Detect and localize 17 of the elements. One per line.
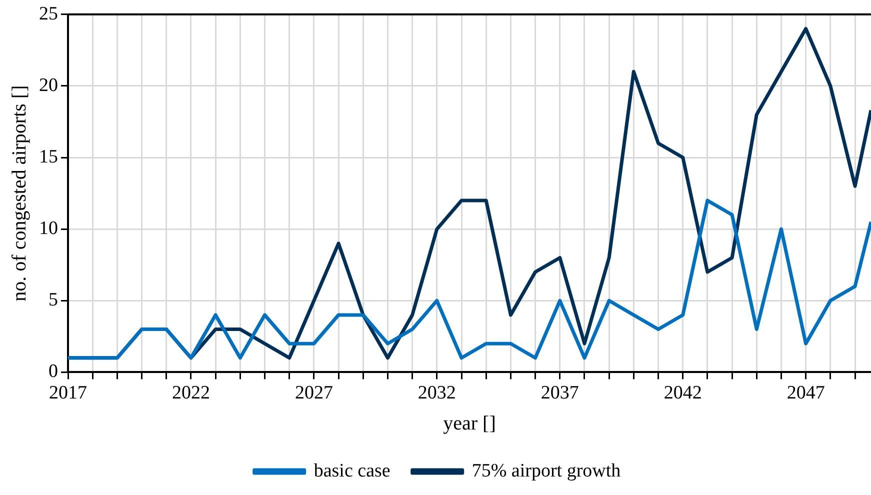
- x-tick-label: 2032: [418, 382, 456, 404]
- x-tick-label: 2042: [664, 382, 702, 404]
- x-tick-label: 2037: [540, 382, 579, 404]
- y-tick-label: 10: [39, 218, 58, 240]
- x-axis-title: year []: [443, 412, 496, 434]
- x-tick-label: 2017: [49, 382, 87, 404]
- y-tick-label: 15: [39, 146, 58, 168]
- y-tick-label: 5: [48, 290, 58, 311]
- y-axis-title: no. of congested airports []: [8, 85, 30, 302]
- x-tick-label: 2022: [172, 382, 210, 404]
- legend-label: basic case: [314, 460, 390, 482]
- legend-label: 75% airport growth: [472, 460, 622, 482]
- x-tick-label: 2027: [294, 382, 333, 404]
- y-tick-label: 0: [48, 361, 58, 382]
- y-tick-label: 25: [39, 3, 58, 24]
- y-tick-label: 20: [39, 74, 58, 96]
- x-tick-label: 2047: [786, 382, 825, 404]
